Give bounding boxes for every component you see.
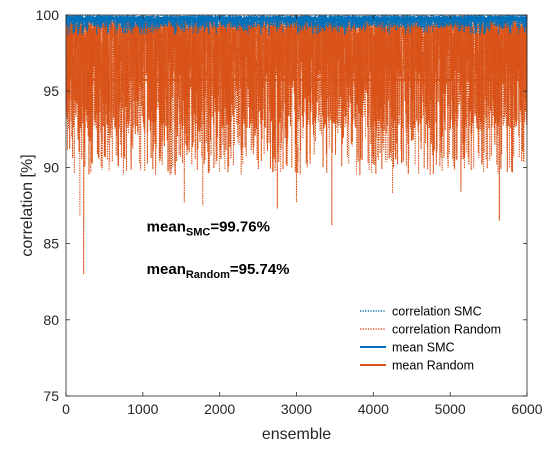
x-tick-label: 2000 (204, 401, 235, 417)
series-correlation-random (65, 15, 528, 275)
y-tick-label: 95 (43, 83, 59, 99)
y-axis-label: correlation [%] (19, 154, 36, 256)
x-tick-label: 1000 (127, 401, 158, 417)
axis-ticks: 0 1000 2000 3000 4000 5000 6000 75 80 85 90 95 100 (36, 7, 543, 417)
legend: correlation SMC correlation Random mean SM… (360, 305, 501, 373)
mean-annotation: meanRandom=95.74% (147, 261, 290, 281)
legend-entry-label: correlation SMC (392, 305, 482, 319)
y-tick-label: 80 (43, 312, 59, 328)
x-axis-label: ensemble (262, 426, 331, 443)
annotations: meanSMC=99.76% meanRandom=95.74% (147, 218, 290, 281)
x-tick-label: 0 (62, 401, 70, 417)
x-tick-label: 6000 (511, 401, 542, 417)
x-tick-label: 5000 (435, 401, 466, 417)
legend-entry-label: mean Random (392, 359, 474, 373)
y-tick-label: 75 (43, 388, 59, 404)
y-tick-label: 90 (43, 159, 59, 175)
x-tick-label: 4000 (358, 401, 389, 417)
y-tick-label: 85 (43, 236, 59, 252)
legend-entry-label: mean SMC (392, 341, 455, 355)
x-tick-label: 3000 (281, 401, 312, 417)
mean-annotation: meanSMC=99.76% (147, 218, 270, 238)
legend-entry-label: correlation Random (392, 323, 501, 337)
y-tick-label: 100 (36, 7, 60, 23)
